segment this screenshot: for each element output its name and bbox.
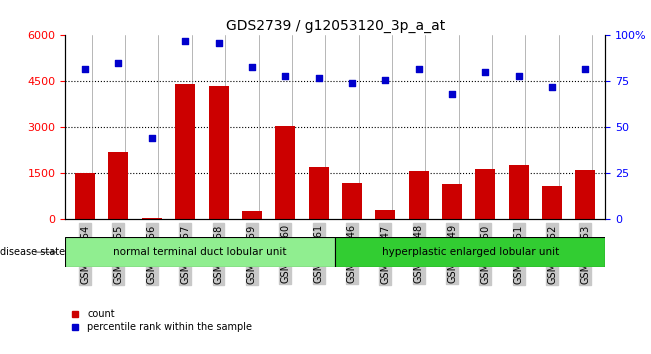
Bar (575, 170, 596, 219)
Point (380, 77, 391, 82)
Bar (275, 126, 296, 219)
Bar (208, 86, 229, 219)
Bar (475, 169, 495, 219)
Point (547, 84, 557, 90)
Point (347, 80, 357, 86)
Title: GDS2739 / g12053120_3p_a_at: GDS2739 / g12053120_3p_a_at (226, 19, 445, 33)
Point (280, 73, 290, 79)
Bar (375, 210, 395, 219)
Point (580, 66, 590, 72)
Legend: count, percentile rank within the sample: count, percentile rank within the sample (70, 309, 253, 332)
Point (447, 91, 457, 97)
Bar (242, 211, 262, 219)
Bar (442, 184, 462, 219)
Bar (542, 186, 562, 219)
Bar (409, 171, 428, 219)
Point (480, 69, 491, 75)
Text: hyperplastic enlarged lobular unit: hyperplastic enlarged lobular unit (381, 247, 559, 257)
Bar (175, 85, 195, 219)
Point (214, 40, 224, 46)
FancyBboxPatch shape (335, 237, 605, 267)
Bar (309, 167, 329, 219)
Point (514, 73, 524, 79)
Point (413, 66, 424, 72)
Text: normal terminal duct lobular unit: normal terminal duct lobular unit (113, 247, 287, 257)
Bar (508, 165, 529, 219)
Point (80, 66, 90, 72)
Point (180, 38, 190, 44)
FancyBboxPatch shape (65, 237, 335, 267)
Point (247, 64, 257, 69)
Bar (142, 218, 162, 219)
Bar (342, 183, 362, 219)
Text: disease state: disease state (0, 247, 65, 257)
Point (113, 60, 124, 66)
Point (313, 75, 324, 81)
Point (146, 136, 157, 141)
Bar (75, 173, 95, 219)
Bar (109, 152, 128, 219)
